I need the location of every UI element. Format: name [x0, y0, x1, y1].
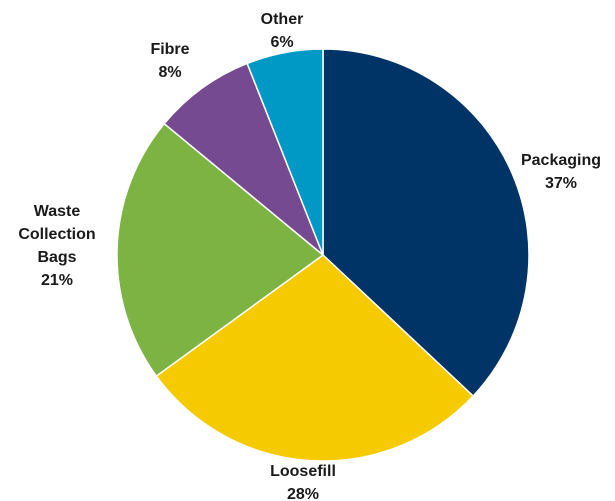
pie-slice-fibre — [163, 62, 324, 256]
pie-slice-packaging — [322, 48, 530, 398]
pie-slice-loosefill — [155, 254, 475, 462]
pie-slice-waste-collection-bags — [116, 122, 325, 378]
slice-labels: Packaging 37% Loosefill 28% Waste Collection B… — [18, 11, 601, 501]
slice-label-fibre: Fibre 8% — [150, 41, 189, 81]
slice-label-waste-collection-bags: Waste Collection Bags 21% — [18, 203, 95, 289]
pie-slices — [116, 48, 530, 462]
slice-label-other: Other 6% — [261, 11, 304, 51]
slice-label-loosefill: Loosefill 28% — [270, 463, 336, 501]
pie-slice-other — [246, 48, 324, 256]
slice-label-packaging: Packaging 37% — [521, 152, 601, 192]
